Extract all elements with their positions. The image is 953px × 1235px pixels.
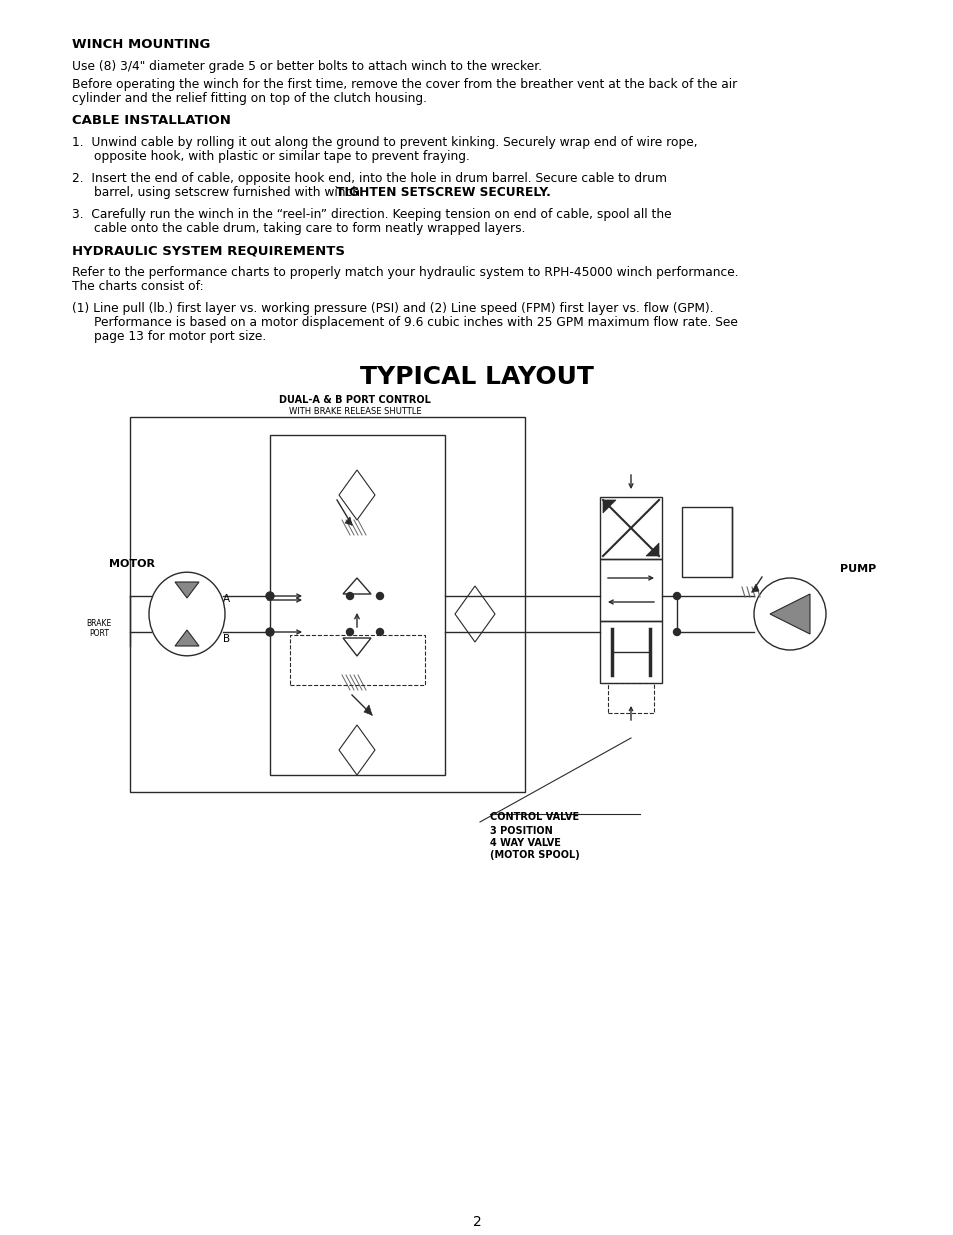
Text: BRAKE
PORT: BRAKE PORT xyxy=(87,619,112,638)
Text: TYPICAL LAYOUT: TYPICAL LAYOUT xyxy=(359,366,594,389)
Text: CABLE INSTALLATION: CABLE INSTALLATION xyxy=(71,114,231,127)
Text: Use (8) 3/4" diameter grade 5 or better bolts to attach winch to the wrecker.: Use (8) 3/4" diameter grade 5 or better … xyxy=(71,61,541,73)
Polygon shape xyxy=(769,594,809,634)
Text: 1.  Unwind cable by rolling it out along the ground to prevent kinking. Securely: 1. Unwind cable by rolling it out along … xyxy=(71,136,697,149)
Bar xyxy=(290,635,424,685)
Text: cable onto the cable drum, taking care to form neatly wrapped layers.: cable onto the cable drum, taking care t… xyxy=(94,222,525,235)
Polygon shape xyxy=(364,705,372,715)
Text: Before operating the winch for the first time, remove the cover from the breathe: Before operating the winch for the first… xyxy=(71,78,737,91)
Text: 2: 2 xyxy=(472,1215,481,1229)
Circle shape xyxy=(376,593,383,599)
Text: Performance is based on a motor displacement of 9.6 cubic inches with 25 GPM max: Performance is based on a motor displace… xyxy=(94,316,737,329)
Text: DUAL-A & B PORT CONTROL: DUAL-A & B PORT CONTROL xyxy=(279,395,431,405)
Bar xyxy=(599,496,661,559)
Text: A: A xyxy=(223,594,230,604)
Text: WINCH MOUNTING: WINCH MOUNTING xyxy=(71,38,211,51)
Text: B: B xyxy=(223,634,230,643)
Bar xyxy=(130,417,524,792)
Text: WITH BRAKE RELEASE SHUTTLE: WITH BRAKE RELEASE SHUTTLE xyxy=(289,408,421,416)
Circle shape xyxy=(346,593,354,599)
Bar xyxy=(607,683,654,713)
Text: CONTROL VALVE: CONTROL VALVE xyxy=(490,811,578,823)
Polygon shape xyxy=(645,543,659,556)
Circle shape xyxy=(346,629,354,636)
Text: TIGHTEN SETSCREW SECURELY.: TIGHTEN SETSCREW SECURELY. xyxy=(335,186,550,199)
Polygon shape xyxy=(174,630,199,646)
Text: The charts consist of:: The charts consist of: xyxy=(71,280,203,293)
Text: 2.  Insert the end of cable, opposite hook end, into the hole in drum barrel. Se: 2. Insert the end of cable, opposite hoo… xyxy=(71,172,666,185)
Polygon shape xyxy=(174,582,199,598)
Circle shape xyxy=(266,592,274,600)
Text: (MOTOR SPOOL): (MOTOR SPOOL) xyxy=(490,850,579,860)
Text: HYDRAULIC SYSTEM REQUIREMENTS: HYDRAULIC SYSTEM REQUIREMENTS xyxy=(71,245,345,257)
Text: (1) Line pull (lb.) first layer vs. working pressure (PSI) and (2) Line speed (F: (1) Line pull (lb.) first layer vs. work… xyxy=(71,303,713,315)
Circle shape xyxy=(673,629,679,636)
Circle shape xyxy=(673,593,679,599)
Text: 3 POSITION: 3 POSITION xyxy=(490,826,552,836)
Circle shape xyxy=(266,629,274,636)
Polygon shape xyxy=(751,584,759,592)
Text: Refer to the performance charts to properly match your hydraulic system to RPH-4: Refer to the performance charts to prope… xyxy=(71,266,738,279)
Circle shape xyxy=(376,629,383,636)
Bar xyxy=(270,435,444,776)
Text: opposite hook, with plastic or similar tape to prevent fraying.: opposite hook, with plastic or similar t… xyxy=(94,149,470,163)
Text: 3.  Carefully run the winch in the “reel-in” direction. Keeping tension on end o: 3. Carefully run the winch in the “reel-… xyxy=(71,207,671,221)
Polygon shape xyxy=(345,517,352,525)
Bar xyxy=(599,621,661,683)
Text: cylinder and the relief fitting on top of the clutch housing.: cylinder and the relief fitting on top o… xyxy=(71,91,427,105)
Polygon shape xyxy=(602,500,616,513)
Text: barrel, using setscrew furnished with winch.: barrel, using setscrew furnished with wi… xyxy=(94,186,367,199)
Text: MOTOR: MOTOR xyxy=(109,559,154,569)
Bar xyxy=(599,559,661,621)
Text: PUMP: PUMP xyxy=(840,564,876,574)
Text: 4 WAY VALVE: 4 WAY VALVE xyxy=(490,839,560,848)
Text: page 13 for motor port size.: page 13 for motor port size. xyxy=(94,330,266,343)
Bar xyxy=(681,508,731,577)
